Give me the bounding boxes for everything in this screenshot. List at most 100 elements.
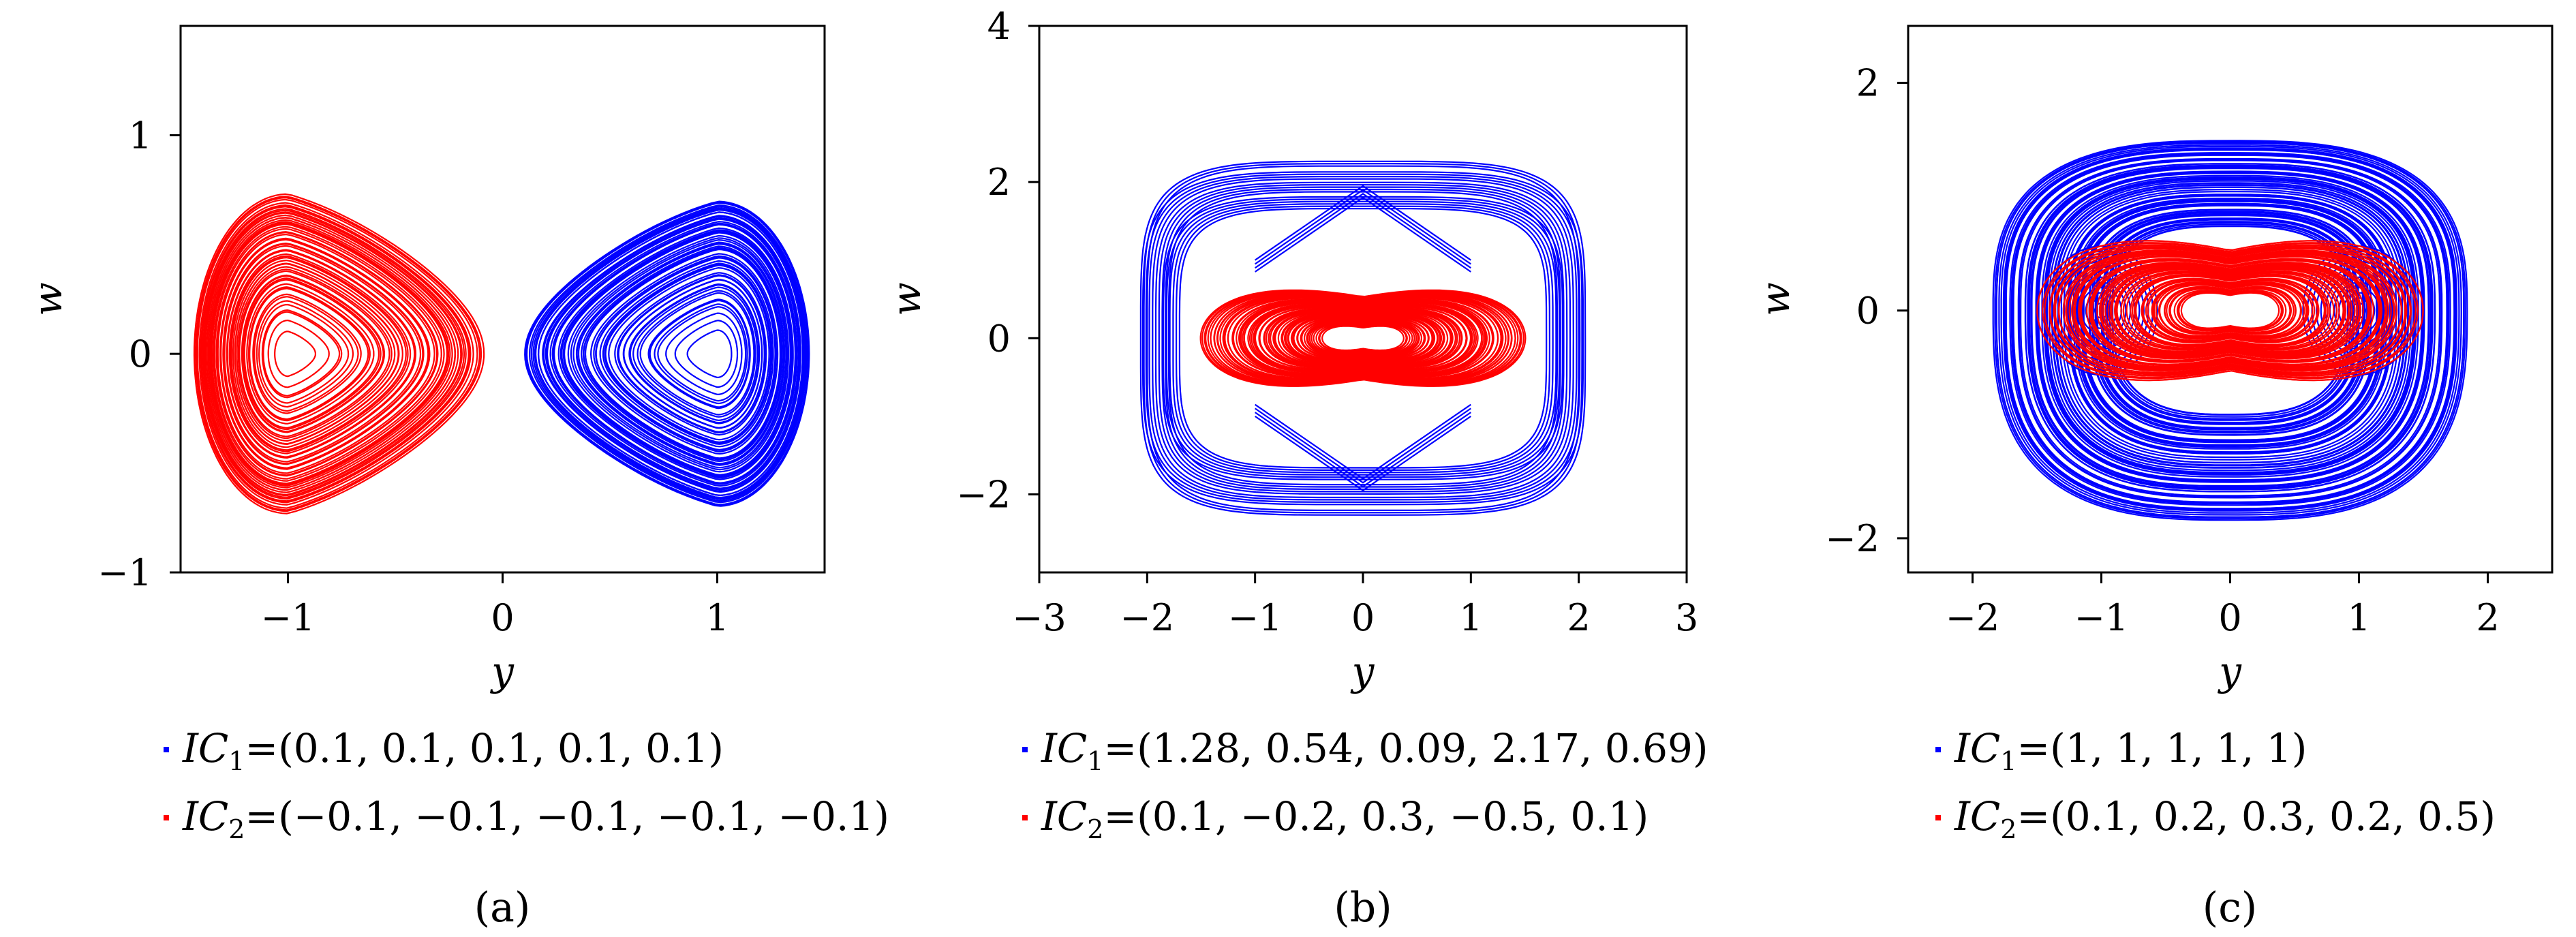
y-tick-label: 0: [1856, 290, 1880, 333]
trajectory-ic2: [2120, 270, 2340, 351]
legend-marker-ic1: [1022, 747, 1028, 752]
y-tick-label: 0: [987, 317, 1011, 360]
trajectory-ic2: [226, 249, 416, 458]
trajectory-ic1: [1994, 141, 2466, 519]
trajectory-ic1: [534, 209, 805, 499]
legend-entry-ic2: IC2=(0.1, −0.2, 0.3, −0.5, 0.1): [1041, 793, 1649, 844]
trajectory-ic2: [230, 256, 407, 451]
trajectory-ic1: [1255, 185, 1471, 261]
plot-area: [193, 193, 810, 514]
x-axis-label: y: [2217, 648, 2242, 694]
trajectory-ic2: [1263, 308, 1463, 369]
trajectory-ic2: [237, 268, 393, 440]
trajectory-ic2: [2109, 266, 2351, 355]
trajectory-ic2: [243, 277, 382, 431]
trajectory-ic1: [570, 237, 788, 471]
trajectory-ic2: [2104, 264, 2356, 356]
trajectory-ic1: [2041, 174, 2419, 478]
trajectory-ic2: [1216, 294, 1509, 382]
trajectory-ic1: [632, 286, 758, 421]
trajectory-ic2: [252, 293, 362, 414]
trajectory-ic2: [236, 266, 396, 442]
legend-ic-subscript: 1: [1087, 746, 1103, 776]
y-axis-label: w: [1752, 282, 1798, 316]
trajectory-ic1: [2027, 164, 2434, 491]
x-tick-label: 0: [491, 596, 514, 639]
y-axis-label: w: [883, 282, 930, 316]
panel-caption: (a): [474, 884, 531, 932]
trajectory-ic1: [1158, 184, 1568, 493]
trajectory-ic1: [581, 245, 783, 463]
legend-marker-ic2: [164, 815, 169, 820]
trajectory-ic1: [595, 256, 776, 451]
trajectory-ic1: [1169, 200, 1557, 476]
trajectory-ic2: [1300, 319, 1426, 358]
legend-ic-subscript: 2: [2000, 814, 2017, 844]
trajectory-ic1: [2005, 149, 2455, 510]
trajectory-ic1: [553, 223, 797, 485]
legend-ic-label: IC: [1954, 793, 2000, 840]
x-tick-label: −2: [1946, 596, 2000, 639]
trajectory-ic2: [1319, 324, 1407, 352]
trajectory-ic2: [1231, 298, 1494, 378]
legend-ic-value: =(0.1, −0.2, 0.3, −0.5, 0.1): [1103, 793, 1649, 840]
y-tick-label: −2: [956, 473, 1011, 516]
trajectory-ic1: [2106, 221, 2354, 420]
trajectory-ic2: [267, 319, 330, 388]
trajectory-ic1: [617, 274, 766, 434]
trajectory-ic1: [2316, 260, 2403, 360]
trajectory-ic1: [2035, 170, 2425, 483]
trajectory-ic1: [575, 241, 786, 466]
x-tick-label: 1: [1459, 596, 1482, 639]
trajectory-ic1: [532, 207, 806, 501]
trajectory-ic1: [1154, 181, 1571, 495]
trajectory-ic2: [232, 259, 403, 448]
trajectory-ic1: [1255, 408, 1471, 484]
legend-ic-subscript: 2: [1087, 814, 1103, 844]
x-tick-label: 1: [2347, 596, 2370, 639]
trajectory-ic1: [561, 230, 793, 478]
trajectory-ic2: [254, 296, 359, 412]
trajectory-ic1: [1152, 178, 1574, 499]
legend-ic-subscript: 1: [228, 746, 245, 776]
legend-ic-value: =(1, 1, 1, 1, 1): [2017, 725, 2307, 771]
trajectory-ic2: [2086, 258, 2374, 363]
trajectory-ic1: [2012, 154, 2448, 503]
trajectory-ic1: [1143, 163, 1583, 514]
trajectory-ic2: [1247, 303, 1479, 373]
trajectory-ic2: [2145, 279, 2316, 342]
trajectory-ic2: [230, 255, 409, 452]
x-tick-label: 2: [1567, 596, 1590, 639]
trajectory-ic1: [686, 329, 733, 379]
x-tick-label: −1: [1228, 596, 1283, 639]
y-tick-label: 2: [987, 161, 1011, 204]
trajectory-ic1: [1167, 191, 1559, 486]
trajectory-ic2: [274, 331, 316, 378]
trajectory-ic1: [2094, 213, 2366, 431]
trajectory-ic2: [2176, 290, 2284, 331]
trajectory-ic2: [1304, 320, 1422, 356]
trajectory-ic2: [2180, 292, 2280, 329]
trajectory-ic1: [2076, 200, 2385, 447]
trajectory-ic1: [528, 204, 808, 504]
trajectory-ic1: [614, 272, 767, 436]
trajectory-ic1: [2057, 186, 2403, 463]
trajectory-ic1: [2302, 245, 2416, 376]
trajectory-ic1: [2011, 153, 2449, 504]
trajectory-ic1: [674, 320, 739, 388]
trajectory-ic1: [557, 227, 794, 480]
legend-marker-ic1: [1935, 747, 1941, 752]
trajectory-ic2: [228, 253, 412, 455]
legend-ic-subscript: 1: [2000, 746, 2017, 776]
trajectory-ic1: [546, 218, 799, 489]
trajectory-ic2: [2053, 246, 2408, 375]
trajectory-ic1: [1163, 196, 1563, 480]
trajectory-ic2: [239, 270, 390, 437]
plot-area: [1139, 160, 1586, 516]
trajectory-ic1: [2019, 159, 2440, 497]
trajectory-ic2: [219, 237, 431, 470]
trajectory-ic2: [217, 233, 435, 474]
trajectory-ic2: [1315, 323, 1411, 353]
